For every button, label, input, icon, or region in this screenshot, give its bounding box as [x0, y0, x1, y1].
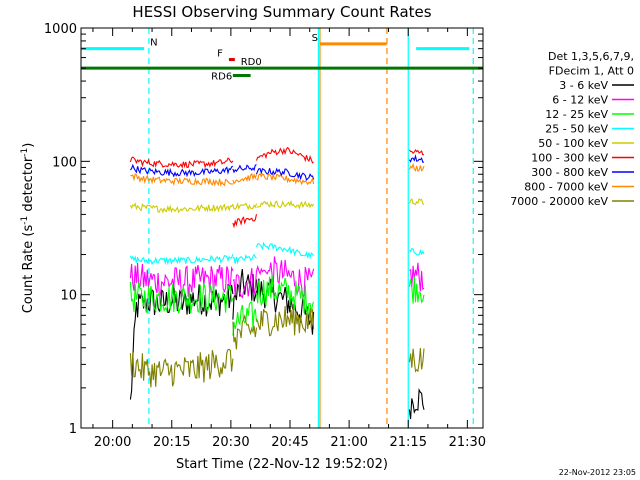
series-line-2-1	[232, 301, 258, 336]
series-line-8-2	[255, 304, 315, 337]
series-line-5-1	[232, 214, 258, 229]
series-line-6-1	[232, 164, 257, 174]
series-line-5-3	[408, 149, 424, 156]
series-line-4-0	[129, 202, 234, 214]
series-line-4-3	[408, 197, 425, 206]
series-line-8-3	[408, 348, 425, 373]
series-line-4-1	[232, 202, 258, 211]
series-line-6-2	[255, 167, 315, 181]
legend-header-line: FDecim 1, Att 0	[549, 65, 634, 78]
series-line-8-0	[129, 348, 234, 388]
y-tick-label: 1000	[44, 22, 77, 37]
flag-label-rd6: RD6	[211, 72, 232, 83]
series-line-3-2	[255, 241, 315, 260]
x-axis-label: Start Time (22-Nov-12 19:52:02)	[176, 457, 388, 472]
legend-entry-label: 25 - 50 keV	[545, 123, 608, 136]
y-tick-label: 1	[69, 422, 77, 437]
series-line-7-1	[232, 172, 258, 185]
series-line-5-0	[129, 156, 234, 169]
series-line-2-0	[129, 281, 234, 314]
legend-header-line: Det 1,3,5,6,7,9,	[548, 50, 634, 63]
x-tick-label: 21:30	[449, 435, 486, 450]
series-line-8-1	[232, 314, 258, 350]
chart-title: HESSI Observing Summary Count Rates	[132, 3, 431, 21]
series-line-2-2	[255, 274, 315, 316]
series-line-4-2	[256, 199, 315, 210]
series-line-2-3	[408, 276, 425, 304]
legend-entry-label: 50 - 100 keV	[538, 137, 608, 150]
series-line-5-2	[255, 146, 314, 164]
x-tick-label: 20:15	[153, 435, 190, 450]
x-tick-label: 20:45	[271, 435, 308, 450]
legend-entry-label: 100 - 300 keV	[531, 152, 608, 165]
series-line-3-3	[408, 247, 425, 256]
series-line-7-3	[408, 162, 425, 172]
legend-entry-label: 3 - 6 keV	[559, 79, 608, 92]
x-tick-label: 20:00	[94, 435, 131, 450]
flag-label-s: S	[312, 33, 318, 44]
series-line-7-0	[130, 173, 233, 187]
legend-entry-label: 12 - 25 keV	[545, 108, 608, 121]
x-tick-label: 21:00	[330, 435, 367, 450]
series-line-3-1	[232, 253, 257, 265]
series-line-1-1	[232, 268, 258, 299]
legend-entry-label: 6 - 12 keV	[552, 94, 608, 107]
series-line-6-0	[129, 163, 234, 178]
series-line-7-2	[256, 172, 315, 186]
x-tick-label: 20:30	[212, 435, 249, 450]
y-axis-label: Count Rate (s-1 detector-1)	[20, 143, 36, 314]
legend-entry-label: 7000 - 20000 keV	[510, 195, 608, 208]
legend-entry-label: 800 - 7000 keV	[524, 181, 608, 194]
series-line-0-3	[408, 388, 425, 420]
legend: Det 1,3,5,6,7,9, FDecim 1, Att 03 - 6 keV…	[510, 50, 634, 208]
flag-label-n: N	[150, 38, 157, 49]
y-tick-label: 100	[52, 155, 77, 170]
series-line-3-0	[129, 254, 234, 266]
series-line-6-3	[408, 154, 425, 163]
timestamp: 22-Nov-2012 23:05	[559, 468, 636, 477]
series-line-1-2	[255, 256, 315, 300]
flag-label-f: F	[217, 49, 223, 60]
flag-label-rd0: RD0	[241, 57, 262, 68]
legend-entry-label: 300 - 800 keV	[531, 166, 608, 179]
x-tick-label: 21:15	[390, 435, 427, 450]
plot-frame	[80, 27, 484, 429]
y-tick-label: 10	[60, 289, 77, 304]
